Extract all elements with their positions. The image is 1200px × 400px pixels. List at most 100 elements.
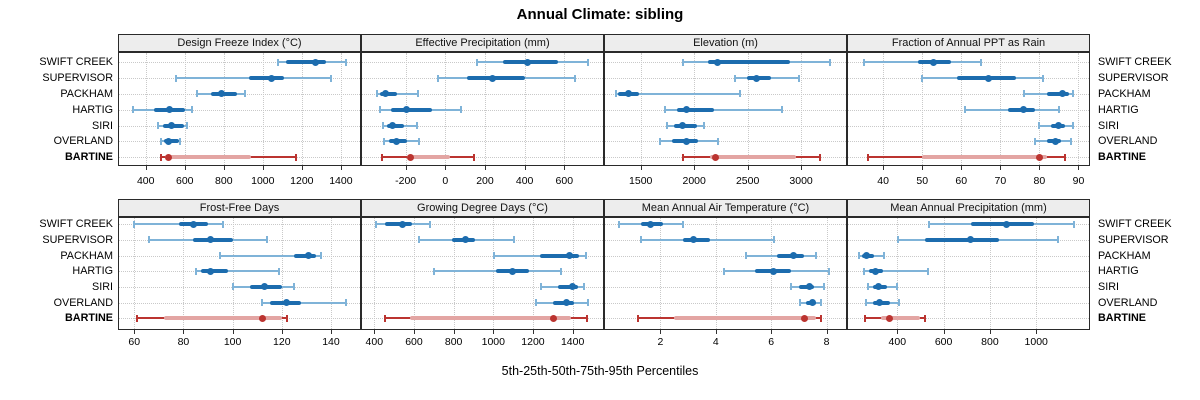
median-dot	[268, 74, 276, 82]
whisker-cap-5th	[1022, 90, 1025, 98]
whisker-cap-5th	[148, 236, 150, 244]
whisker-cap-95th	[772, 236, 775, 244]
whisker-cap-5th	[432, 267, 435, 275]
axis-tick-label: 90	[1072, 175, 1085, 187]
whisker-cap-5th	[535, 299, 538, 307]
gridline-vertical	[340, 53, 342, 165]
whisker-cap-5th	[799, 299, 802, 307]
whisker-cap-5th	[261, 299, 264, 307]
gridline-horizontal	[362, 141, 603, 143]
axis-tick	[883, 166, 885, 170]
whisker-cap-95th	[820, 299, 823, 307]
axis-tick	[281, 330, 283, 334]
axis-tick-label: 0	[442, 175, 449, 187]
gridline-vertical	[524, 53, 526, 165]
axis-tick-label: 50	[916, 175, 929, 187]
axis-tick-label: 600	[555, 175, 574, 187]
median-dot	[770, 267, 778, 275]
whisker-5th-95th	[615, 92, 740, 95]
whisker-cap-95th	[1042, 74, 1045, 82]
gridline-vertical	[484, 53, 486, 165]
whisker-cap-5th	[863, 267, 866, 275]
whisker-cap-95th	[584, 252, 587, 260]
whisker-cap-95th	[417, 90, 420, 98]
axis-tick	[340, 166, 342, 170]
whisker-cap-5th	[682, 58, 685, 66]
whisker-cap-95th	[897, 299, 900, 307]
gridline-horizontal	[605, 125, 846, 127]
gridline-horizontal	[119, 224, 360, 226]
band-25th-75th	[880, 316, 921, 321]
axis-tick	[484, 166, 486, 170]
gridline-vertical	[374, 218, 376, 329]
band-25th-75th	[286, 60, 327, 65]
whisker-cap-95th	[582, 283, 585, 291]
row-label-left-swift-creek: SWIFT CREEK	[39, 218, 113, 231]
row-label-right-hartig: HARTIG	[1098, 265, 1139, 278]
median-dot	[388, 122, 396, 130]
gridline-vertical	[493, 218, 495, 329]
x-axis-title: 5th-25th-50th-75th-95th Percentiles	[501, 364, 699, 378]
axis-tick	[413, 330, 415, 334]
median-dot	[218, 90, 226, 98]
panel-plot	[847, 217, 1090, 330]
gridline-horizontal	[362, 125, 603, 127]
gridline-vertical	[943, 218, 945, 329]
median-dot	[1051, 137, 1059, 145]
axis-tick	[564, 166, 566, 170]
whisker-cap-95th	[221, 220, 224, 228]
gridline-vertical	[961, 53, 963, 165]
median-dot	[508, 267, 516, 275]
gridline-vertical	[532, 218, 534, 329]
gridline-vertical	[223, 53, 225, 165]
median-dot	[886, 314, 894, 322]
whisker-5th-95th	[220, 254, 322, 257]
row-label-left-supervisor: SUPERVISOR	[42, 233, 113, 246]
axis-tick-label: 80	[1033, 175, 1046, 187]
whisker-cap-5th	[380, 153, 383, 161]
median-dot	[800, 314, 808, 322]
median-dot	[872, 267, 880, 275]
median-dot	[565, 252, 573, 260]
row-label-right-hartig: HARTIG	[1098, 103, 1139, 116]
whisker-cap-95th	[559, 267, 562, 275]
whisker-cap-5th	[637, 314, 640, 322]
axis-tick	[453, 330, 455, 334]
whisker-cap-95th	[285, 314, 288, 322]
axis-tick-label: 100	[223, 336, 242, 348]
axis-tick	[223, 166, 225, 170]
panel-title: Elevation (m)	[693, 37, 758, 49]
whisker-cap-95th	[681, 220, 684, 228]
axis-tick	[262, 166, 264, 170]
whisker-cap-5th	[417, 236, 420, 244]
whisker-cap-5th	[789, 283, 792, 291]
median-dot	[403, 106, 411, 114]
gridline-horizontal	[605, 286, 846, 288]
median-dot	[712, 153, 720, 161]
whisker-cap-95th	[320, 252, 323, 260]
axis-tick-label: 3000	[789, 175, 813, 187]
median-dot	[647, 220, 655, 228]
axis-tick	[897, 330, 899, 334]
axis-tick-label: 1000	[481, 336, 505, 348]
median-dot	[930, 58, 938, 66]
axis-tick	[301, 166, 303, 170]
gridline-vertical	[232, 218, 234, 329]
row-label-right-overland: OVERLAND	[1098, 135, 1158, 148]
whisker-cap-5th	[640, 236, 642, 244]
panel-title: Mean Annual Air Temperature (°C)	[641, 202, 810, 214]
panel-strip: Elevation (m)	[604, 34, 847, 52]
whisker-cap-5th	[277, 58, 280, 66]
row-label-right-supervisor: SUPERVISOR	[1098, 72, 1169, 85]
whisker-cap-95th	[1057, 106, 1060, 114]
whisker-cap-5th	[540, 283, 543, 291]
whisker-cap-95th	[883, 252, 886, 260]
whisker-cap-5th	[375, 220, 378, 228]
axis-tick	[572, 330, 574, 334]
axis-tick	[961, 166, 963, 170]
gridline-horizontal	[848, 271, 1089, 273]
gridline-vertical	[183, 218, 185, 329]
axis-tick-label: 1400	[560, 336, 585, 348]
gridline-horizontal	[119, 125, 360, 127]
whisker-cap-95th	[293, 283, 296, 291]
